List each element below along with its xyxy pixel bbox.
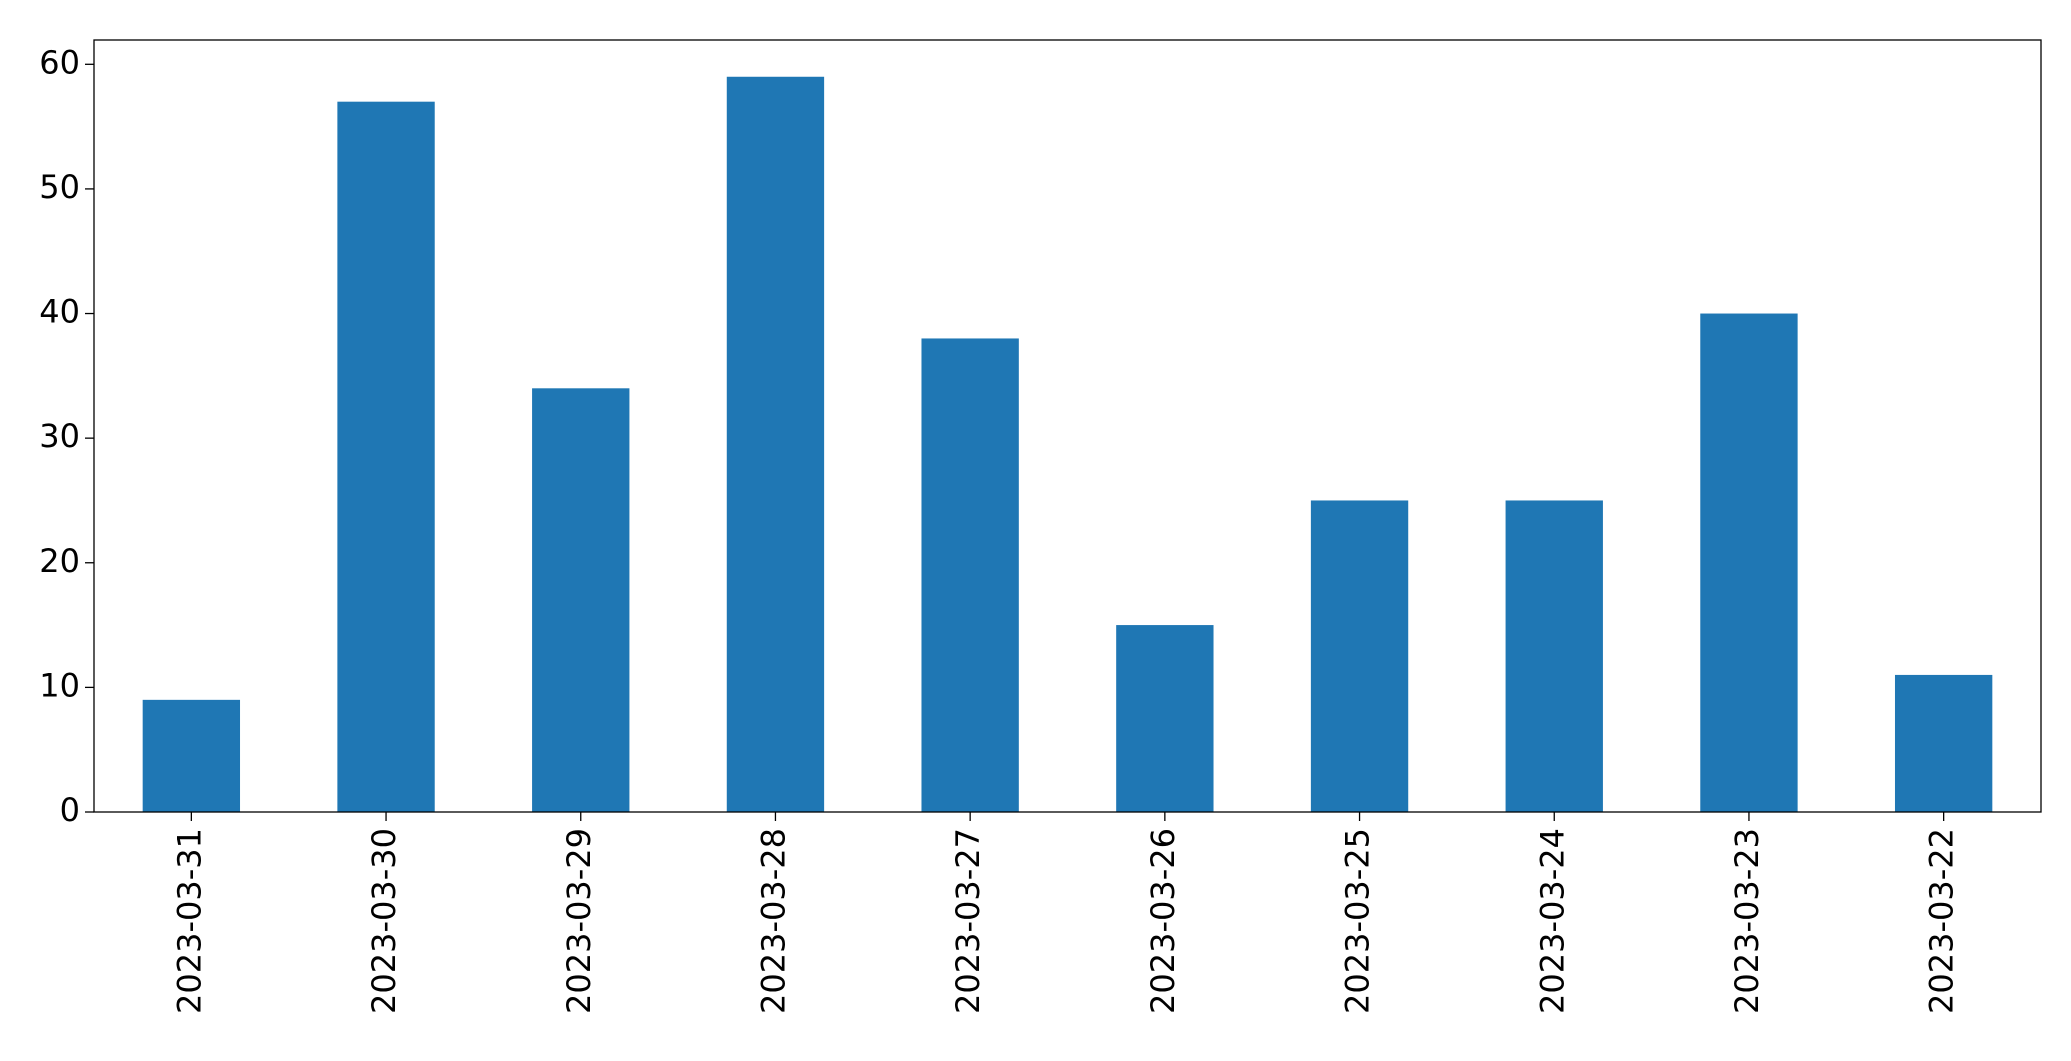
y-tick-label: 0 — [60, 791, 80, 829]
y-tick-label: 50 — [39, 168, 80, 206]
bar — [1894, 674, 1993, 812]
plot-frame — [93, 39, 2042, 813]
bar — [1116, 625, 1214, 812]
y-tick-label: 40 — [39, 293, 80, 331]
bar — [1505, 500, 1603, 812]
y-tick-label: 20 — [39, 542, 80, 580]
x-tick-label: 2023-03-27 — [949, 828, 987, 1014]
x-tick-label: 2023-03-22 — [1923, 828, 1961, 1014]
y-tick-label: 30 — [39, 417, 80, 455]
y-tick-label: 10 — [39, 666, 80, 704]
bar — [337, 101, 435, 812]
x-tick-label: 2023-03-26 — [1144, 828, 1182, 1014]
x-tick-label: 2023-03-30 — [365, 828, 403, 1014]
bar — [142, 699, 241, 812]
x-tick-label: 2023-03-24 — [1533, 828, 1571, 1014]
bar — [1700, 313, 1798, 812]
x-tick-label: 2023-03-23 — [1728, 828, 1766, 1014]
y-tick-label: 60 — [39, 43, 80, 81]
x-tick-label: 2023-03-28 — [754, 828, 792, 1014]
bar — [921, 338, 1019, 812]
bar — [1310, 500, 1409, 812]
bar — [726, 76, 825, 812]
x-tick-label: 2023-03-25 — [1339, 828, 1377, 1014]
x-tick-label: 2023-03-29 — [560, 828, 598, 1014]
x-tick-label: 2023-03-31 — [170, 828, 208, 1014]
bar — [532, 388, 630, 812]
